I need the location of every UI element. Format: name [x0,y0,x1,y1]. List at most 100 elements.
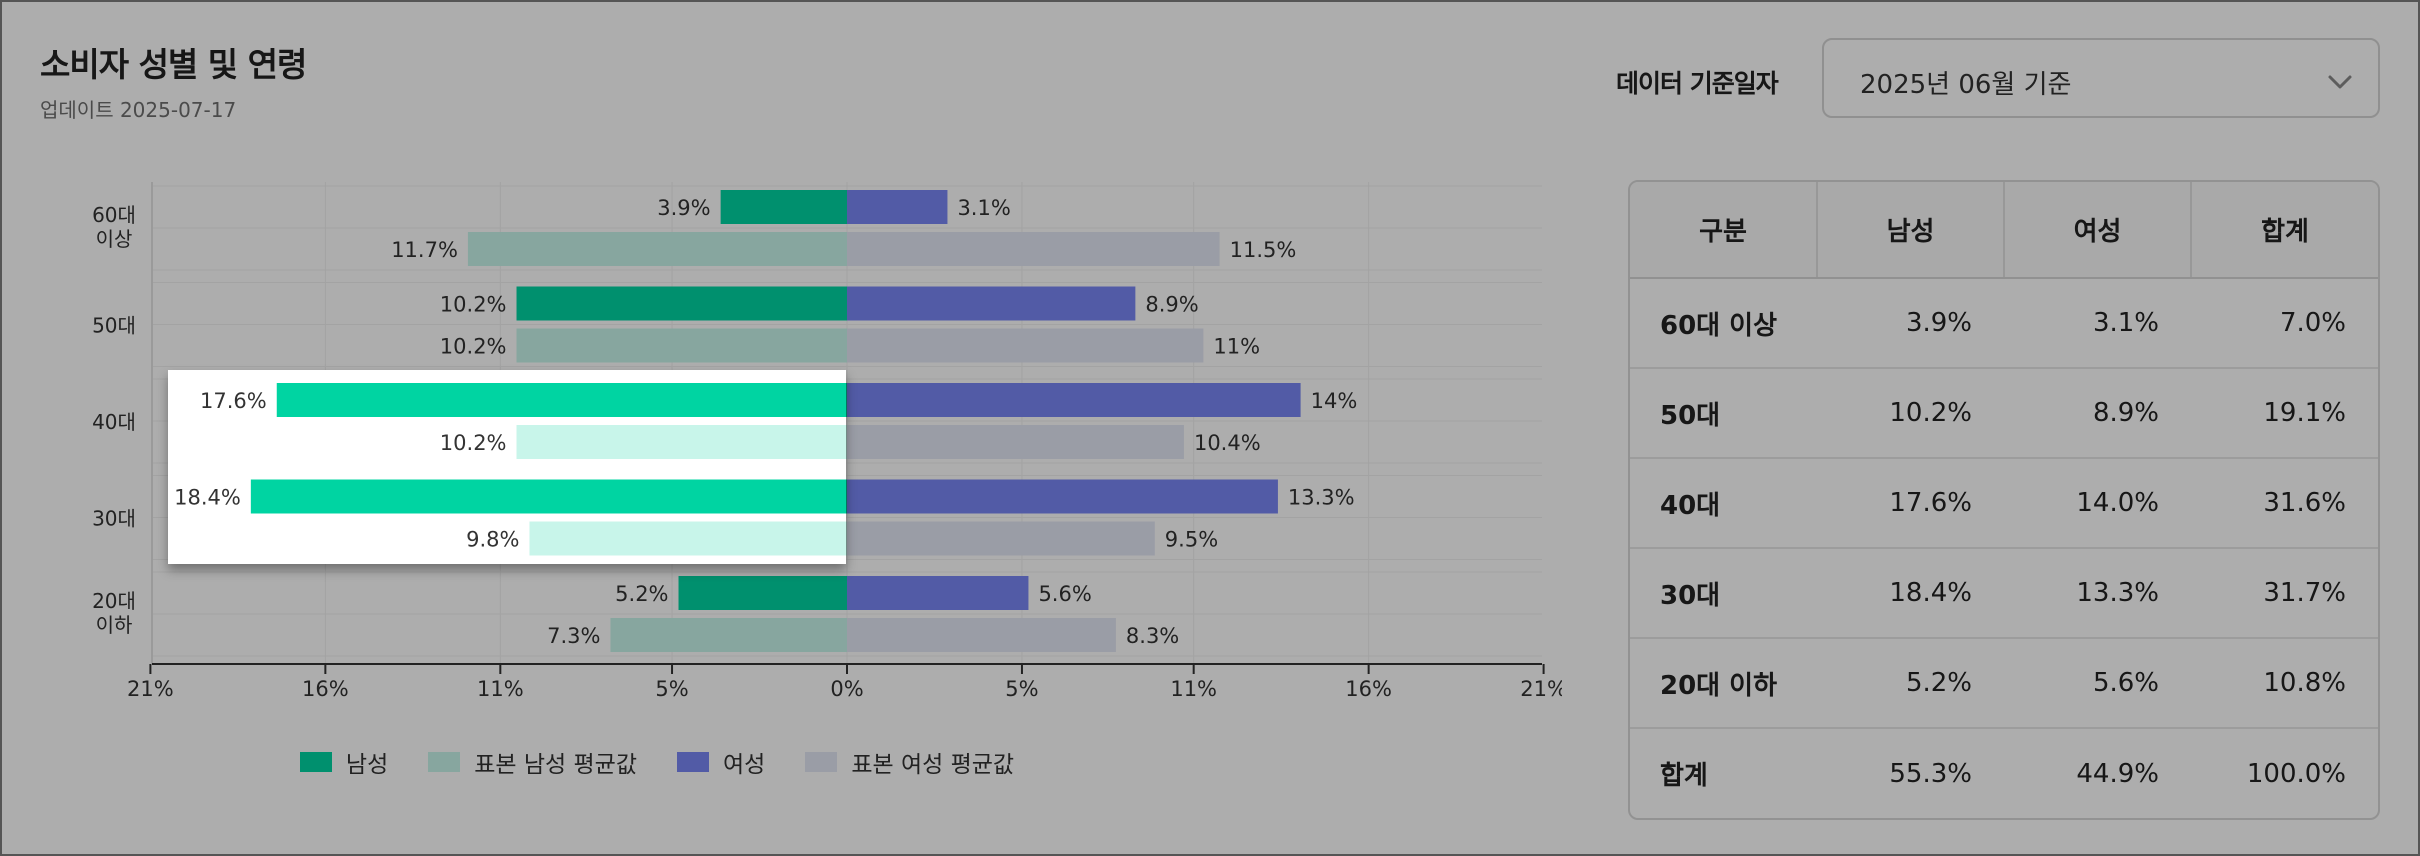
table-cell-total: 100.0% [2246,758,2346,789]
chart-legend: 남성 표본 남성 평균값 여성 표본 여성 평균값 [2,742,1437,782]
x-tick-label: 16% [1345,677,1392,701]
date-select-value: 2025년 06월 기준 [1860,70,2072,100]
table-cell-label: 60대 이상 [1630,278,1817,369]
female-bar [847,286,1136,321]
female-avg-label: 11.5% [1230,238,1297,262]
female-avg-bar [847,328,1204,363]
female-bar [847,479,1278,514]
table-row: 40대 17.6% 14.0% 31.6% [1630,458,2378,549]
x-tick-label: 11% [477,677,524,701]
male-avg-bar [516,328,847,363]
x-tick-label: 16% [302,677,349,701]
female-avg-label: 8.3% [1126,624,1179,648]
y-tick-label: 이상 [96,227,133,251]
female-bar [847,190,948,224]
highlight-box: 17.6% 10.2% 18.4% 9.8% [168,370,846,564]
male-avg-label: 7.3% [547,624,600,648]
table-cell-total: 19.1% [2191,368,2378,459]
male-avg-label: 11.7% [391,238,458,262]
legend-swatch-female-avg [805,752,838,772]
table-cell-label: 합계 [1660,761,1708,791]
male-avg-highlight-label: 10.2% [440,431,507,455]
x-tick-label: 5% [1005,677,1038,701]
male-avg-label: 10.2% [440,335,507,359]
female-avg-label: 10.4% [1194,431,1261,455]
table-cell-total: 10.8% [2191,638,2378,729]
y-tick-label: 30대 [92,507,136,531]
table-cell-female: 3.1% [2004,278,2191,369]
table-cell-label: 50대 [1630,368,1817,459]
y-tick-label: 이하 [96,613,133,637]
table-cell-female: 13.3% [2004,548,2191,639]
legend-item-female-avg[interactable]: 표본 여성 평균값 [805,745,1014,779]
summary-table-grid: 구분 남성 여성 합계 60대 이상 3.9% 3.1% 7.0% 50대 10… [1630,182,2378,818]
chevron-down-icon [2328,75,2352,89]
table-row: 50대 10.2% 8.9% 19.1% [1630,368,2378,459]
x-tick-label: 0% [830,677,863,701]
male-highlight-label: 18.4% [174,486,241,510]
x-tick-label: 21% [1520,677,1562,701]
table-cell-female: 14.0% [2004,458,2191,549]
y-tick-label: 40대 [92,410,136,434]
y-tick-label: 50대 [92,314,136,338]
legend-swatch-male-avg [428,752,461,772]
female-label: 8.9% [1145,293,1198,317]
table-row: 30대 18.4% 13.3% 31.7% [1630,548,2378,639]
table-cell-male: 18.4% [1817,548,2004,639]
male-bar [720,190,847,224]
male-label: 10.2% [440,293,507,317]
summary-table: 구분 남성 여성 합계 60대 이상 3.9% 3.1% 7.0% 50대 10… [1628,180,2380,820]
table-cell-total: 31.7% [2191,548,2378,639]
table-header-row: 구분 남성 여성 합계 [1630,182,2378,279]
update-date: 업데이트 2025-07-17 [40,98,237,122]
male-avg-bar [467,232,847,266]
table-row: 20대 이하 5.2% 5.6% 10.8% [1630,638,2378,729]
table-cell-label: 30대 [1630,548,1817,639]
table-cell-label: 40대 [1630,458,1817,549]
female-bar [847,383,1301,417]
date-filter-label: 데이터 기준일자 [1616,69,1779,98]
male-avg-highlight-label: 9.8% [466,528,519,552]
legend-label-male: 남성 [345,752,389,778]
male-highlight-bar [250,479,846,514]
table-cell-total: 7.0% [2191,278,2378,369]
male-avg-bar [610,618,847,652]
date-select[interactable]: 2025년 06월 기준 [1822,38,2380,118]
table-cell-male: 55.3% [1889,758,1972,789]
female-label: 3.1% [957,196,1010,220]
table-row: 60대 이상 3.9% 3.1% 7.0% [1630,278,2378,369]
female-bar [847,576,1029,610]
table-cell-female: 8.9% [2004,368,2191,459]
x-tick-label: 21% [127,677,174,701]
male-bar [678,576,847,610]
table-cell-female: 5.6% [2004,638,2191,729]
legend-item-female[interactable]: 여성 [677,745,765,779]
male-avg-highlight-bar [529,521,846,556]
legend-label-female-avg: 표본 여성 평균값 [851,752,1015,778]
table-header-category: 구분 [1630,182,1818,279]
female-label: 14% [1311,389,1358,413]
population-pyramid-chart: 3.9% 11.7% 3.1% 11.5% 60대 이상 10.2% 10.2% 8.9% 11%… [2,162,1562,742]
table-header-female: 여성 [2004,182,2192,279]
male-highlight-bar [276,383,846,417]
table-cell-label: 20대 이하 [1630,638,1817,729]
table-cell-male: 3.9% [1817,278,2004,369]
legend-swatch-female [677,752,709,772]
male-label: 5.2% [615,582,668,606]
male-highlight-label: 17.6% [200,389,267,413]
legend-item-male[interactable]: 남성 [299,745,389,779]
male-avg-highlight-bar [516,425,846,459]
table-cell-female: 44.9% [2076,758,2159,789]
female-label: 13.3% [1288,486,1355,510]
table-header-total: 합계 [2191,182,2378,279]
female-avg-bar [847,425,1184,459]
male-label: 3.9% [657,196,710,220]
x-tick-label: 5% [655,677,688,701]
page-title: 소비자 성별 및 연령 [40,45,307,84]
legend-label-female: 여성 [723,752,766,778]
table-cell-male: 10.2% [1817,368,2004,459]
legend-item-male-avg[interactable]: 표본 남성 평균값 [428,745,637,779]
x-tick-label: 11% [1170,677,1217,701]
